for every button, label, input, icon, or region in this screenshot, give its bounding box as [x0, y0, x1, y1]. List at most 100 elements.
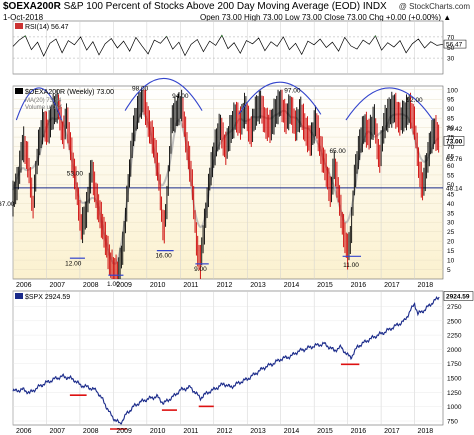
date-label: 1-Oct-2018: [3, 13, 44, 22]
spx-x-tick-label: 2018: [418, 428, 434, 435]
oexa-y-tick-label: 45: [447, 191, 455, 198]
rsi-legend-swatch: [15, 23, 23, 29]
oexa-y-tick-label: 65: [447, 154, 455, 161]
rsi-line: [12, 34, 444, 57]
spx-x-tick-label: 2010: [150, 428, 166, 435]
oexa-y-tick-label: 80: [447, 125, 455, 132]
oexa-x-tick-label: 2017: [384, 282, 400, 289]
rsi-y-tick-label: 70: [447, 34, 455, 41]
description-label: S&P 100 Percent of Stocks Above 200 Day …: [63, 1, 387, 12]
oexa-y-tick-label: 35: [447, 210, 455, 217]
spx-x-tick-label: 2007: [49, 428, 65, 435]
chart-header: $OEXA200R S&P 100 Percent of Stocks Abov…: [3, 1, 387, 12]
oexa-y-tick-label: 40: [447, 201, 455, 208]
oexa-y-tick-label: 10: [447, 258, 455, 265]
symbol-label: $OEXA200R: [3, 1, 61, 12]
oexa-y-tick-label: 70: [447, 144, 455, 151]
oexa-y-tick-label: 95: [447, 97, 455, 104]
oexa-annotation-label: 11.00: [343, 262, 359, 269]
spx-y-tick-label: 1500: [447, 376, 462, 383]
spx-y-tick-label: 1250: [447, 390, 462, 397]
oexa-y-tick-label: 60: [447, 163, 455, 170]
oexa-x-tick-label: 2009: [116, 282, 132, 289]
oexa-x-tick-label: 2018: [418, 282, 434, 289]
oexa-annotation-label: 97.00: [284, 87, 301, 94]
oexa-annotation-label: 94.00: [172, 93, 189, 100]
oexa-y-tick-label: 15: [447, 248, 455, 255]
oexa-right-label: 63.76: [446, 156, 463, 163]
spx-y-tick-label: 2750: [447, 304, 462, 311]
oexa-title-label: $OEXA200R (Weekly) 73.00: [25, 89, 114, 96]
oexa-x-tick-label: 2015: [317, 282, 333, 289]
spx-x-tick-label: 2011: [183, 428, 198, 435]
oexa-y-tick-label: 100: [447, 87, 458, 94]
oexa-annotation-label: 65.00: [329, 148, 346, 155]
spx-title-label: $SPX 2924.59: [25, 294, 70, 301]
oexa-right-label: 79.42: [446, 126, 463, 133]
oexa-x-tick-label: 2007: [49, 282, 65, 289]
peak-arc: [238, 81, 322, 115]
oexa-y-tick-label: 30: [447, 220, 455, 227]
spx-x-tick-label: 2016: [351, 428, 367, 435]
oexa-annotation-label: 98.00: [132, 86, 149, 93]
oexa-right-label: 73.00: [446, 138, 463, 145]
rsi-panel: [12, 20, 444, 75]
spx-x-tick-label: 2009: [116, 428, 132, 435]
oexa-y-tick-label: 5: [447, 267, 451, 274]
rsi-title-label: RSI(14) 56.47: [25, 24, 69, 31]
oexa-x-tick-label: 2013: [250, 282, 266, 289]
spx-panel: [12, 290, 444, 426]
oexa-x-tick-label: 2016: [351, 282, 367, 289]
oexa-y-tick-label: 90: [447, 106, 455, 113]
spx-x-tick-label: 2015: [317, 428, 333, 435]
oexa-x-tick-label: 2014: [284, 282, 300, 289]
spx-y-tick-label: 1000: [447, 404, 462, 411]
oexa-last-value-box: [443, 136, 465, 146]
rsi-y-tick-label: 50: [447, 45, 455, 52]
spx-y-tick-label: 2250: [447, 333, 462, 340]
peak-arc: [15, 87, 63, 121]
peak-arc: [124, 77, 203, 111]
oexa-annotation-label: 1.00: [107, 281, 120, 288]
oexa-annotation-label: 53.00: [67, 171, 84, 178]
spx-x-tick-label: 2013: [250, 428, 266, 435]
oexa-annotation-label: 16.00: [155, 253, 172, 260]
spx-x-tick-label: 2006: [16, 428, 32, 435]
oexa-x-tick-label: 2010: [150, 282, 166, 289]
oexa-right-label: 48.14: [446, 185, 463, 192]
oexa-x-tick-label: 2012: [217, 282, 233, 289]
oexa-y-tick-label: 50: [447, 182, 455, 189]
oexa-x-tick-label: 2008: [83, 282, 99, 289]
spx-y-tick-label: 2500: [447, 318, 462, 325]
spx-x-tick-label: 2012: [217, 428, 233, 435]
oexa-volume-legend-label: Volume undef: [25, 105, 62, 111]
spx-last-value-label: 2924.59: [446, 293, 470, 300]
oexa-ma-legend-label: MA(20) 73.44: [25, 98, 62, 104]
spx-y-tick-label: 750: [447, 418, 458, 425]
spx-legend-swatch: [15, 293, 23, 299]
rsi-value-box: [443, 39, 467, 49]
rsi-y-tick-label: 30: [447, 56, 455, 63]
spx-x-tick-label: 2017: [384, 428, 400, 435]
oexa-y-tick-label: 55: [447, 172, 455, 179]
oexa-annotation-label: 9.00: [194, 266, 207, 273]
oexa-legend-swatch: [15, 88, 23, 94]
peak-arc: [345, 87, 434, 121]
spx-line: [12, 295, 440, 425]
oexa-y-tick-label: 20: [447, 239, 455, 246]
spx-x-tick-label: 2008: [83, 428, 99, 435]
spx-y-tick-label: 1750: [447, 361, 462, 368]
oexa-x-tick-label: 2011: [183, 282, 198, 289]
oexa-annotation-label: 37.00: [0, 201, 15, 208]
watermark-label: @ StockCharts.com: [398, 2, 470, 11]
oexa-y-tick-label: 85: [447, 116, 455, 123]
oexa-y-tick-label: 75: [447, 135, 455, 142]
oexa-x-tick-label: 2006: [16, 282, 32, 289]
spx-y-tick-label: 2000: [447, 347, 462, 354]
spx-x-tick-label: 2014: [284, 428, 300, 435]
rsi-value-label: 56.47: [446, 42, 463, 49]
oexa-y-tick-label: 25: [447, 229, 455, 236]
quote-label: Open 73.00 High 73.00 Low 73.00 Close 73…: [200, 13, 452, 22]
